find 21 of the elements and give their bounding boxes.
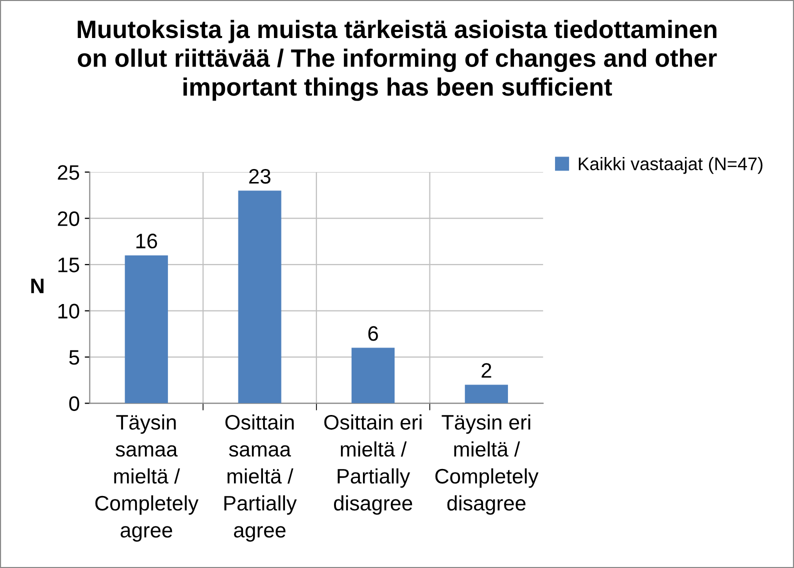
y-tick-label: 10 xyxy=(58,304,80,319)
y-tick-label: 15 xyxy=(58,258,80,272)
bar xyxy=(352,348,395,404)
y-tick-label: 0 xyxy=(69,396,80,412)
legend-label: Kaikki vastaajat (N=47) xyxy=(578,157,762,174)
bar xyxy=(238,190,282,404)
data-label: 6 xyxy=(368,326,378,341)
data-label: 16 xyxy=(136,234,158,248)
bar xyxy=(464,384,508,404)
x-tick-label: Täysin samaa mieltä / Completely agree xyxy=(95,414,198,542)
bar xyxy=(124,255,168,404)
y-axis-title: N xyxy=(31,278,44,294)
x-tick-label: Osittain samaa mieltä / Partially agree xyxy=(224,414,297,542)
y-tick-label: 5 xyxy=(69,350,80,365)
x-tick-label: Osittain eri mieltä / Partially disagree xyxy=(324,414,422,515)
x-tick-label: Täysin eri mieltä / Completely disagree xyxy=(435,414,538,515)
data-label: 23 xyxy=(249,168,270,184)
data-label: 2 xyxy=(482,363,492,378)
y-tick-label: 25 xyxy=(58,165,80,180)
y-tick-label: 20 xyxy=(58,211,80,226)
chart-title: Muutoksista ja muista tärkeistä asioista tiedottaminen on ollut riittävää / The informing of changes and other important things has been sufficient xyxy=(78,20,717,101)
